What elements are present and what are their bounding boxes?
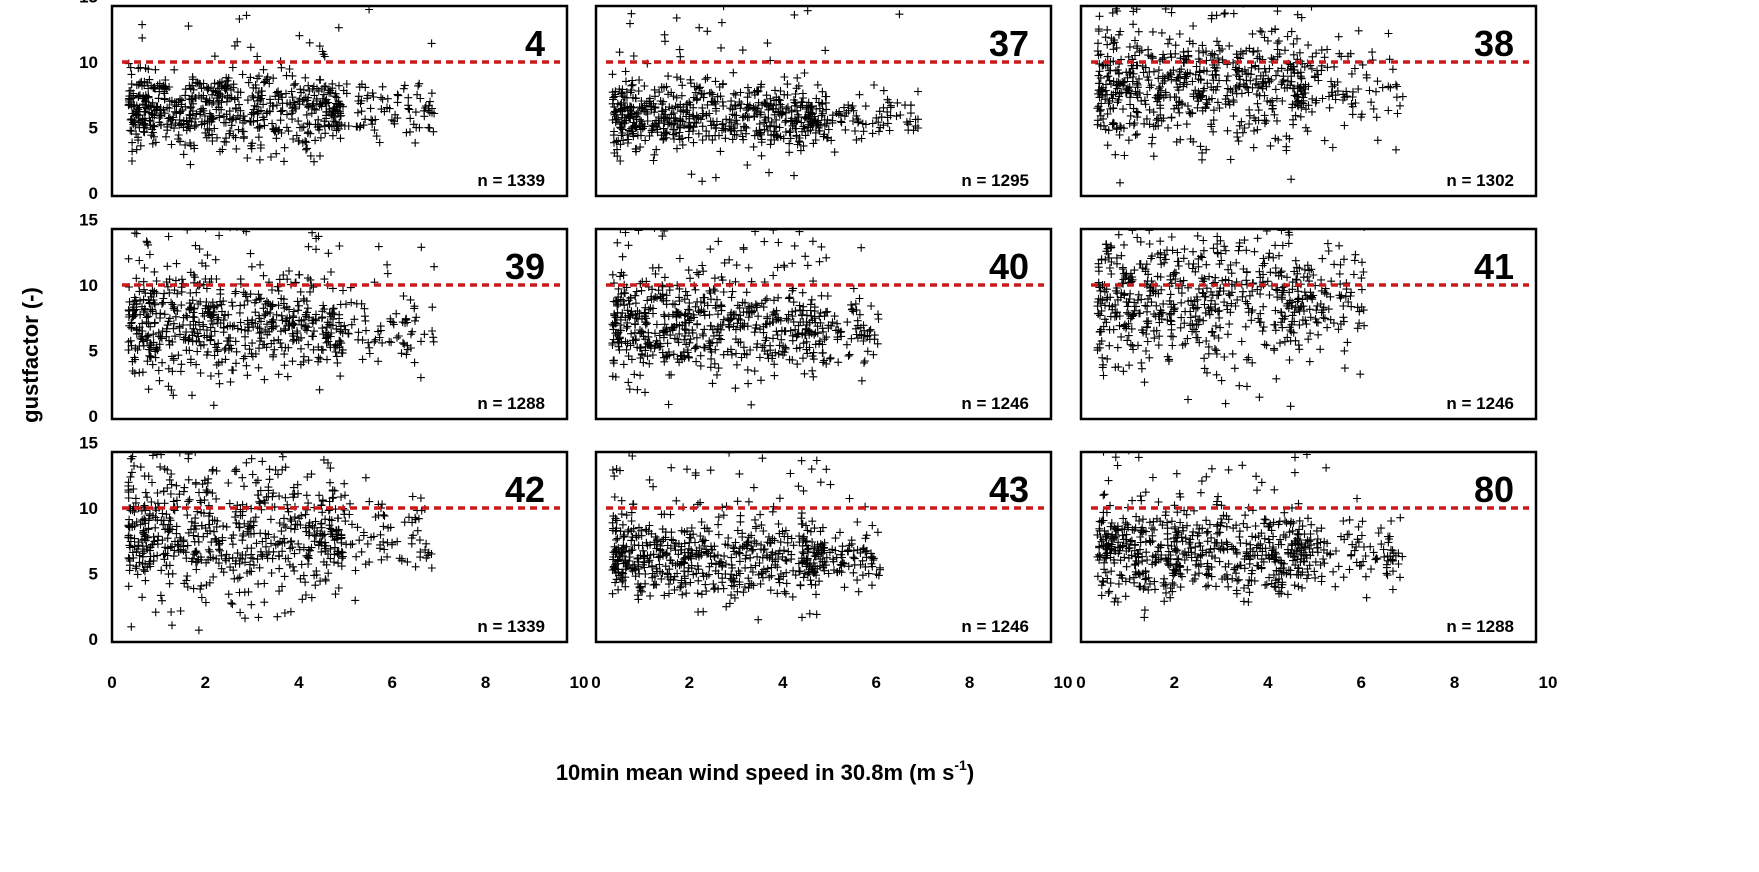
y-tick-label: 15 (79, 0, 98, 7)
panel-41: 41 n = 1246 (1079, 227, 1538, 421)
x-tick-label: 10 (1539, 673, 1558, 692)
scatter-points-39 (124, 229, 439, 410)
scatter-points-4 (124, 6, 439, 169)
x-axis-title-suffix: ) (967, 760, 974, 785)
panel-frame-42 (110, 450, 569, 644)
panel-id-label: 39 (505, 246, 545, 287)
scatter-points-37 (608, 6, 922, 186)
y-tick-label: 10 (79, 499, 98, 518)
x-tick-label: 10 (570, 673, 589, 692)
panel-id-label: 41 (1474, 246, 1514, 287)
x-tick-label: 10 (1054, 673, 1073, 692)
sample-size-label: n = 1339 (477, 171, 545, 190)
x-tick-label: 2 (201, 673, 210, 692)
x-tick-label: 6 (387, 673, 396, 692)
panel-37: 37 n = 1295 (594, 4, 1053, 198)
x-tick-label: 4 (294, 673, 304, 692)
x-axis-title: 10min mean wind speed in 30.8m (m s-1) (556, 757, 974, 785)
panel-frame-38 (1079, 4, 1538, 198)
sample-size-label: n = 1339 (477, 617, 545, 636)
y-tick-label: 0 (89, 184, 98, 203)
markers-40 (608, 229, 883, 409)
panel-id-label: 40 (989, 246, 1029, 287)
x-tick-label: 0 (591, 673, 600, 692)
scatter-points-38 (1093, 6, 1407, 187)
x-tick-label: 4 (1263, 673, 1273, 692)
panel-id-label: 80 (1474, 469, 1514, 510)
sample-size-label: n = 1288 (477, 394, 545, 413)
panel-39: 39 n = 1288 0 5 10 15 (79, 211, 569, 426)
panel-id-label: 42 (505, 469, 545, 510)
markers-39 (124, 229, 439, 410)
y-axis-title: gustfactor (-) (18, 287, 43, 423)
panel-42: 42 n = 1339 0 5 10 15 0 2 4 6 8 10 (79, 434, 589, 693)
markers-41 (1093, 229, 1369, 411)
scatter-points-41 (1093, 229, 1369, 411)
y-tick-label: 15 (79, 434, 98, 453)
x-axis-title-superscript: -1 (954, 757, 967, 773)
x-tick-label: 4 (778, 673, 788, 692)
panel-id-label: 38 (1474, 23, 1514, 64)
x-tick-label: 0 (107, 673, 116, 692)
scatter-points-42 (124, 452, 436, 635)
sample-size-label: n = 1246 (961, 617, 1029, 636)
scatter-points-40 (608, 229, 883, 409)
x-tick-label: 2 (685, 673, 694, 692)
panel-frame-80 (1079, 450, 1538, 644)
markers-4 (124, 6, 439, 169)
x-tick-label: 6 (1356, 673, 1365, 692)
y-tick-label: 10 (79, 53, 98, 72)
panel-frame-40 (594, 227, 1053, 421)
panel-id-label: 43 (989, 469, 1029, 510)
panel-frame-41 (1079, 227, 1538, 421)
y-tick-label: 5 (89, 342, 98, 361)
y-tick-label: 10 (79, 276, 98, 295)
panel-frame-37 (594, 4, 1053, 198)
panel-80: 80 n = 1288 0 2 4 6 8 10 (1076, 450, 1558, 692)
sample-size-label: n = 1302 (1446, 171, 1514, 190)
scatter-points-80 (1093, 452, 1407, 622)
y-tick-label: 0 (89, 630, 98, 649)
panel-4: 4 n = 1339 0 5 10 15 (79, 0, 569, 203)
sample-size-label: n = 1288 (1446, 617, 1514, 636)
x-tick-label: 8 (1450, 673, 1459, 692)
markers-80 (1093, 452, 1407, 622)
markers-42 (124, 452, 436, 635)
x-tick-label: 8 (481, 673, 490, 692)
markers-43 (608, 452, 885, 624)
scatter-points-43 (608, 452, 885, 624)
sample-size-label: n = 1246 (1446, 394, 1514, 413)
x-axis-title-main: 10min mean wind speed in 30.8m (m s (556, 760, 955, 785)
panel-40: 40 n = 1246 (594, 227, 1053, 421)
sample-size-label: n = 1246 (961, 394, 1029, 413)
panels-grid: 4 n = 1339 0 5 10 15 37 n = 1295 38 n = 1302 39 n =… (79, 0, 1557, 692)
sample-size-label: n = 1295 (961, 171, 1029, 190)
markers-38 (1093, 6, 1407, 187)
panel-frame-39 (110, 227, 569, 421)
y-tick-label: 5 (89, 565, 98, 584)
panel-43: 43 n = 1246 0 2 4 6 8 10 (591, 450, 1073, 692)
panel-id-label: 37 (989, 23, 1029, 64)
x-tick-label: 8 (965, 673, 974, 692)
y-tick-label: 0 (89, 407, 98, 426)
x-tick-label: 2 (1170, 673, 1179, 692)
x-tick-label: 6 (871, 673, 880, 692)
markers-37 (608, 6, 922, 186)
x-tick-label: 0 (1076, 673, 1085, 692)
y-tick-label: 15 (79, 211, 98, 230)
panel-id-label: 4 (525, 23, 545, 64)
panel-38: 38 n = 1302 (1079, 4, 1538, 198)
panel-frame-4 (110, 4, 569, 198)
y-tick-label: 5 (89, 119, 98, 138)
panel-frame-43 (594, 450, 1053, 644)
